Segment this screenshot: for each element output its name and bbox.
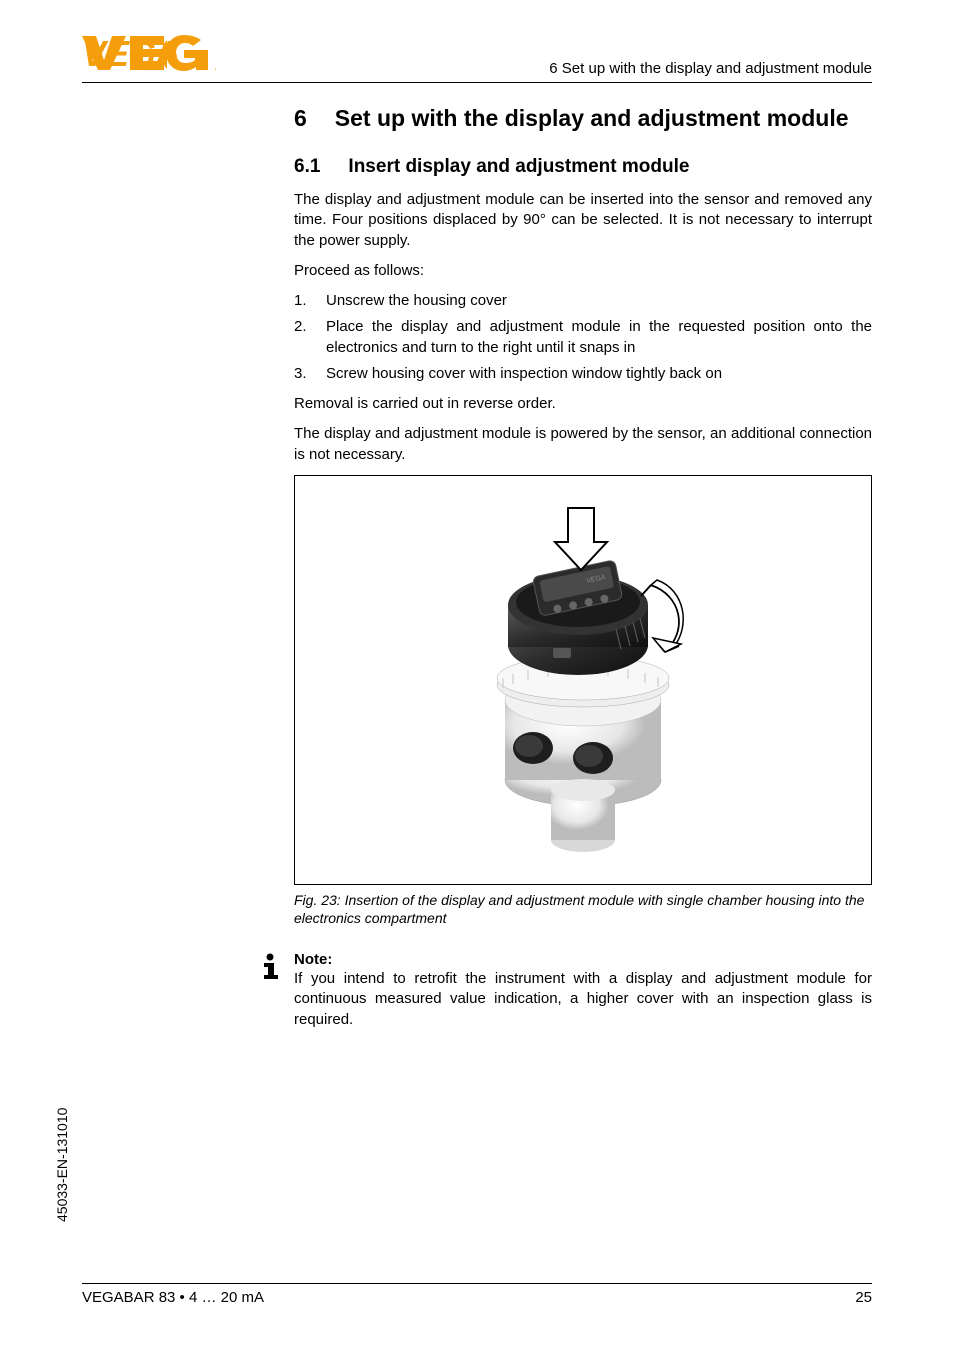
step-number: 2. [294, 317, 326, 358]
section-title-text: Insert display and adjustment module [348, 156, 689, 178]
note-text: If you intend to retrofit the instrument… [294, 969, 872, 1030]
paragraph-power: The display and adjustment module is pow… [294, 424, 872, 465]
footer-rule [82, 1283, 872, 1284]
list-item: 3. Screw housing cover with inspection w… [294, 364, 872, 384]
paragraph-intro: The display and adjustment module can be… [294, 190, 872, 251]
list-item: 1. Unscrew the housing cover [294, 291, 872, 311]
page-content: 6 Set up with the display and adjustment… [294, 105, 872, 1030]
figure-caption: Fig. 23: Insertion of the display and ad… [294, 891, 872, 927]
footer-product: VEGABAR 83 • 4 … 20 mA [82, 1289, 264, 1306]
step-number: 1. [294, 291, 326, 311]
list-item: 2. Place the display and adjustment modu… [294, 317, 872, 358]
info-icon [260, 953, 280, 1030]
step-text: Unscrew the housing cover [326, 291, 872, 311]
step-number: 3. [294, 364, 326, 384]
step-text: Place the display and adjustment module … [326, 317, 872, 358]
note-block: Note: If you intend to retrofit the inst… [260, 951, 872, 1030]
chapter-heading: 6 Set up with the display and adjustment… [294, 105, 872, 132]
paragraph-removal: Removal is carried out in reverse order. [294, 394, 872, 414]
section-heading: 6.1 Insert display and adjustment module [294, 156, 872, 178]
figure-23: VEGA [294, 475, 872, 885]
brand-logo: VEGA [82, 34, 217, 77]
note-content: Note: If you intend to retrofit the inst… [294, 951, 872, 1030]
chapter-number: 6 [294, 105, 307, 132]
document-id: 45033-EN-131010 [54, 1108, 70, 1222]
page-number: 25 [855, 1289, 872, 1306]
chapter-title-text: Set up with the display and adjustment m… [335, 105, 849, 132]
steps-list: 1. Unscrew the housing cover 2. Place th… [294, 291, 872, 384]
header-rule [82, 82, 872, 83]
running-head: 6 Set up with the display and adjustment… [549, 60, 872, 77]
step-text: Screw housing cover with inspection wind… [326, 364, 872, 384]
paragraph-proceed: Proceed as follows: [294, 261, 872, 281]
logo-text: VEGA [82, 34, 180, 72]
section-number: 6.1 [294, 156, 320, 178]
note-label: Note: [294, 951, 332, 968]
